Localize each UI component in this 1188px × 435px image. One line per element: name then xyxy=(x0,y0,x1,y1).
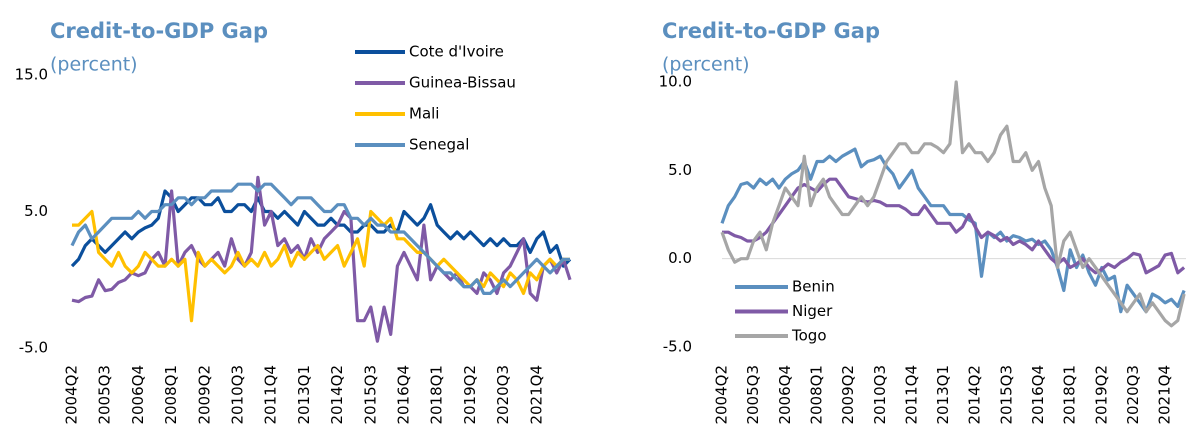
y-tick-label: 15.0 xyxy=(15,66,48,84)
x-tick-label: 2005Q3 xyxy=(744,365,762,425)
x-tick-label: 2005Q3 xyxy=(96,365,114,425)
x-tick-label: 2021Q4 xyxy=(1156,365,1174,425)
legend-label: Niger xyxy=(792,302,833,320)
series-line xyxy=(72,209,570,323)
x-tick-label: 2020Q3 xyxy=(494,365,512,425)
x-tick-label: 2010Q3 xyxy=(871,365,889,425)
y-tick-label: -5.0 xyxy=(663,338,692,356)
chart-subtitle: (percent) xyxy=(662,54,750,76)
chart-title: Credit-to-GDP Gap xyxy=(50,19,268,43)
legend-label: Benin xyxy=(792,278,835,296)
series-line xyxy=(720,147,1186,314)
legend-label: Mali xyxy=(409,105,439,123)
series-line xyxy=(70,189,572,268)
x-tick-label: 2015Q3 xyxy=(997,365,1015,425)
x-tick-label: 2015Q3 xyxy=(361,365,379,425)
x-tick-label: 2004Q2 xyxy=(63,365,81,425)
x-tick-label: 2009Q2 xyxy=(839,365,857,425)
x-tick-label: 2011Q4 xyxy=(262,365,280,425)
x-tick-label: 2014Q2 xyxy=(966,365,984,425)
x-tick-label: 2018Q1 xyxy=(1061,365,1079,425)
x-tick-label: 2009Q2 xyxy=(195,365,213,425)
x-tick-label: 2016Q4 xyxy=(1029,365,1047,425)
x-tick-label: 2018Q1 xyxy=(428,365,446,425)
y-tick-label: 5.0 xyxy=(24,202,48,220)
chart-title: Credit-to-GDP Gap xyxy=(662,19,880,43)
x-tick-label: 2010Q3 xyxy=(229,365,247,425)
y-tick-label: 5.0 xyxy=(668,161,692,179)
x-tick-label: 2006Q4 xyxy=(776,365,794,425)
series-line xyxy=(720,80,1186,328)
series-line xyxy=(71,175,572,343)
x-tick-label: 2013Q1 xyxy=(934,365,952,425)
legend-label: Togo xyxy=(791,327,827,345)
x-tick-label: 2021Q4 xyxy=(527,365,545,425)
legend-label: Cote d'Ivoire xyxy=(409,43,504,61)
series-line xyxy=(70,182,570,295)
x-tick-label: 2004Q2 xyxy=(713,365,731,425)
x-tick-label: 2016Q4 xyxy=(395,365,413,425)
x-tick-label: 2019Q2 xyxy=(461,365,479,425)
chart-subtitle: (percent) xyxy=(50,54,138,76)
y-tick-label: -5.0 xyxy=(19,339,48,357)
x-tick-label: 2011Q4 xyxy=(902,365,920,425)
x-tick-label: 2008Q1 xyxy=(162,365,180,425)
x-tick-label: 2019Q2 xyxy=(1092,365,1110,425)
legend-label: Senegal xyxy=(409,136,469,154)
legend-label: Guinea-Bissau xyxy=(409,74,516,92)
x-tick-label: 2008Q1 xyxy=(807,365,825,425)
x-tick-label: 2013Q1 xyxy=(295,365,313,425)
x-tick-label: 2014Q2 xyxy=(328,365,346,425)
y-tick-label: 0.0 xyxy=(668,249,692,267)
y-tick-label: 10.0 xyxy=(659,73,692,91)
x-tick-label: 2006Q4 xyxy=(129,365,147,425)
x-tick-label: 2020Q3 xyxy=(1124,365,1142,425)
